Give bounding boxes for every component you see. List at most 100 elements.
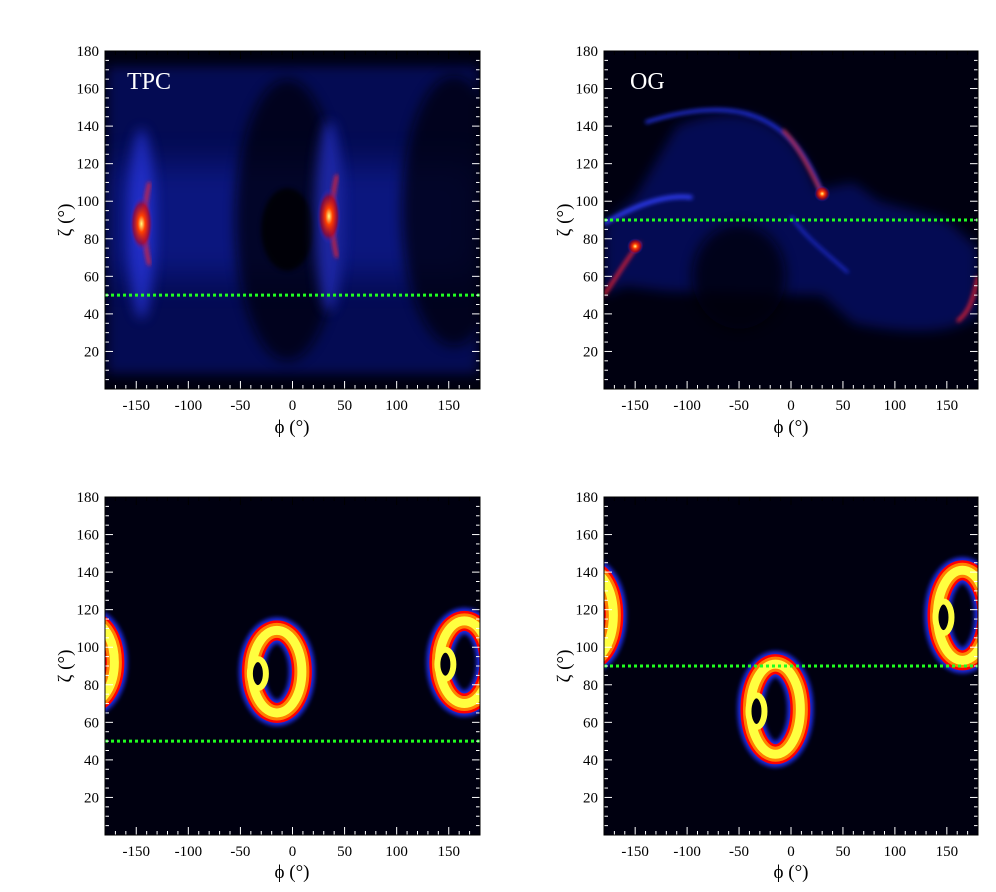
y-tick-label: 60 <box>84 269 99 285</box>
y-tick-label: 100 <box>77 640 100 656</box>
y-tick-label: 140 <box>576 119 599 135</box>
y-tick-label: 180 <box>576 44 599 60</box>
y-axis-label: ζ (°) <box>554 204 575 237</box>
x-tick-label: 0 <box>787 844 795 860</box>
panel-tpc: TPC -150 -100 -50 0 50 100 150 20 40 60 80 100 120 1… <box>55 44 481 438</box>
y-tick-label: 100 <box>77 194 100 210</box>
x-tick-label: 0 <box>787 398 795 414</box>
x-tick-label: 150 <box>936 398 959 414</box>
x-tick-label: -50 <box>729 398 749 414</box>
x-tick-label: -100 <box>673 844 701 860</box>
ring-notch <box>745 692 768 730</box>
emission-gap <box>261 188 314 271</box>
panel-label: TPC <box>127 69 171 95</box>
density-map <box>105 607 480 726</box>
caustic-upper <box>645 108 824 195</box>
x-tick-label: -150 <box>621 398 649 414</box>
caustic-mid <box>790 215 849 274</box>
x-tick-labels: -150 -100 -50 0 50 100 150 <box>123 844 461 860</box>
x-tick-label: 150 <box>438 398 461 414</box>
caustic-left <box>604 194 693 226</box>
x-tick-label: -150 <box>123 398 151 414</box>
tick-marks <box>603 50 979 390</box>
y-tick-label: 140 <box>77 119 100 135</box>
plot-frame <box>603 50 979 390</box>
y-tick-label: 60 <box>84 715 99 731</box>
x-tick-label: 50 <box>835 844 850 860</box>
x-tick-label: -50 <box>729 844 749 860</box>
y-tick-label: 20 <box>583 790 598 806</box>
y-tick-label: 140 <box>576 565 599 581</box>
x-tick-label: -100 <box>175 844 203 860</box>
plot-frame <box>104 496 481 836</box>
x-axis-label: ϕ (°) <box>773 862 808 883</box>
y-tick-label: 160 <box>576 528 599 544</box>
caustic-hotspot <box>627 238 644 255</box>
emission-gap <box>401 75 480 346</box>
x-tick-label: 50 <box>835 398 850 414</box>
ring-yellow <box>105 623 119 702</box>
x-tick-label: 150 <box>438 844 461 860</box>
x-tick-label: -150 <box>123 844 151 860</box>
density-map <box>604 108 978 332</box>
y-tick-label: 120 <box>77 157 100 173</box>
x-axis-label: ϕ (°) <box>274 862 309 883</box>
density-map <box>107 66 480 374</box>
x-tick-labels: -150 -100 -50 0 50 100 150 <box>621 398 958 414</box>
y-tick-label: 60 <box>583 715 598 731</box>
y-tick-label: 140 <box>77 565 100 581</box>
plot-frame <box>603 496 979 836</box>
caustic-hotspot <box>129 195 154 252</box>
y-tick-label: 120 <box>77 603 100 619</box>
y-tick-labels: 20 40 60 80 100 120 140 160 180 <box>576 44 599 360</box>
y-tick-labels: 20 40 60 80 100 120 140 160 180 <box>576 490 599 806</box>
y-tick-label: 100 <box>576 640 599 656</box>
x-tick-label: -100 <box>673 398 701 414</box>
tick-marks <box>603 496 979 836</box>
y-tick-label: 40 <box>84 307 99 323</box>
panel-og: OG -150 -100 -50 0 50 100 150 20 40 60 80 100 120 14… <box>554 44 979 438</box>
x-tick-label: 100 <box>385 398 408 414</box>
y-tick-label: 160 <box>77 82 100 98</box>
y-tick-label: 80 <box>583 678 598 694</box>
y-tick-labels: 20 40 60 80 100 120 140 160 180 <box>77 490 100 806</box>
ring-notch <box>932 598 955 637</box>
y-tick-label: 20 <box>84 790 99 806</box>
y-tick-label: 80 <box>583 232 598 248</box>
y-tick-label: 180 <box>77 490 100 506</box>
x-tick-label: -100 <box>175 398 203 414</box>
x-tick-labels: -150 -100 -50 0 50 100 150 <box>621 844 958 860</box>
y-tick-label: 40 <box>583 307 598 323</box>
y-axis-label: ζ (°) <box>55 650 76 683</box>
y-tick-label: 20 <box>84 344 99 360</box>
ring-yellow <box>604 573 618 658</box>
y-tick-label: 160 <box>576 82 599 98</box>
x-tick-label: 50 <box>337 398 352 414</box>
x-axis-label: ϕ (°) <box>773 417 808 438</box>
caustic-lower-right <box>956 276 978 323</box>
x-tick-label: -50 <box>230 398 250 414</box>
density-map <box>604 557 978 768</box>
x-tick-label: 50 <box>337 844 352 860</box>
y-tick-label: 100 <box>576 194 599 210</box>
emission-gap <box>692 223 786 329</box>
y-tick-label: 20 <box>583 344 598 360</box>
x-axis-label: ϕ (°) <box>274 417 309 438</box>
ring-notch <box>246 656 269 692</box>
y-axis-label: ζ (°) <box>55 204 76 237</box>
x-tick-label: 100 <box>385 844 408 860</box>
y-tick-label: 120 <box>576 157 599 173</box>
x-tick-label: -50 <box>230 844 250 860</box>
y-axis-label: ζ (°) <box>554 650 575 683</box>
y-tick-labels: 20 40 60 80 100 120 140 160 180 <box>77 44 100 360</box>
y-tick-label: 60 <box>583 269 598 285</box>
x-tick-label: 100 <box>884 398 907 414</box>
panel-label: OG <box>630 69 665 95</box>
panel-og-sky: -150 -100 -50 0 50 100 150 20 40 60 80 100 120 140 16… <box>554 490 979 883</box>
y-tick-label: 80 <box>84 678 99 694</box>
caustic-hotspot <box>316 188 341 245</box>
y-tick-label: 180 <box>77 44 100 60</box>
y-tick-label: 120 <box>576 603 599 619</box>
x-tick-label: 100 <box>884 844 907 860</box>
